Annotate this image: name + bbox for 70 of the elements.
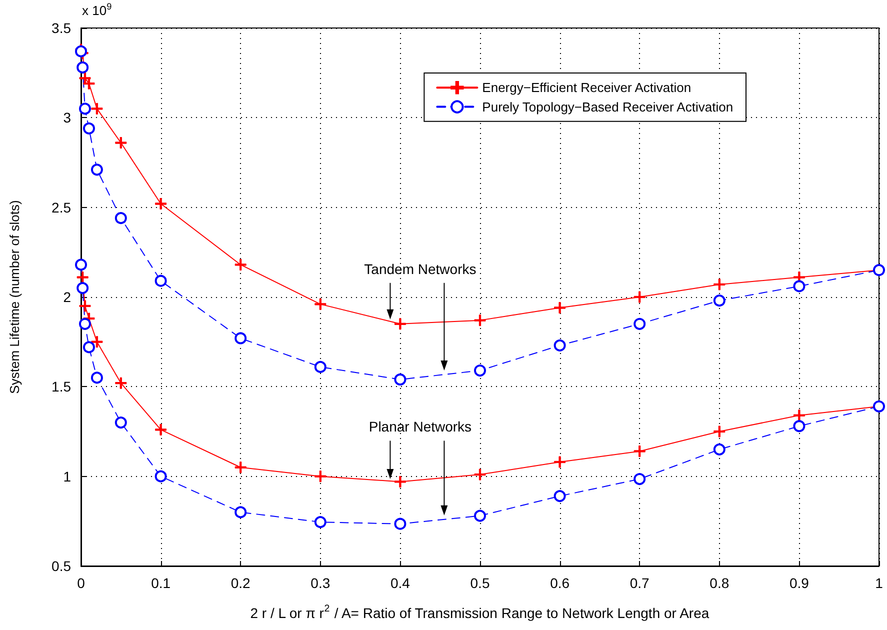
point (314, 516, 326, 528)
point (155, 198, 167, 210)
x-tick-label: 1 (875, 575, 884, 591)
point (314, 470, 326, 482)
point (394, 476, 406, 488)
x-tick-label: 0.2 (230, 575, 251, 591)
point (91, 336, 103, 348)
point (474, 510, 486, 522)
y-tick-label: 3 (63, 110, 72, 126)
point (554, 302, 566, 314)
x-tick-label: 0.9 (789, 575, 810, 591)
point (154, 470, 167, 482)
point (634, 318, 646, 330)
point (79, 318, 91, 330)
point (76, 61, 89, 74)
annotation: Planar Networks (368, 418, 472, 435)
point (474, 468, 486, 480)
point (713, 294, 726, 307)
point (79, 300, 91, 312)
point (394, 373, 406, 386)
legend-label: Purely Topology−Based Receiver Activation (482, 99, 734, 114)
point (76, 272, 88, 284)
x-tick-label: 0.3 (310, 575, 330, 591)
y-tick-label: 2 (63, 289, 72, 305)
point (114, 416, 127, 429)
point (234, 258, 246, 270)
y-tick-label: 0.5 (52, 558, 72, 574)
point (554, 339, 566, 352)
point (793, 420, 806, 432)
point (314, 360, 326, 373)
point (793, 280, 806, 292)
y-tick-label: 3.5 (52, 20, 72, 36)
point (554, 456, 566, 468)
point (114, 212, 127, 224)
point (90, 164, 103, 176)
point (474, 314, 486, 326)
point (634, 473, 646, 486)
point (154, 274, 167, 287)
x-tick-label: 0.7 (630, 575, 650, 591)
point (90, 372, 103, 384)
y-tick-label: 1 (63, 468, 72, 484)
point (76, 282, 89, 294)
x-tick-label: 0.5 (470, 575, 490, 591)
point (474, 364, 486, 377)
point (394, 518, 406, 530)
point (82, 341, 95, 354)
point (314, 298, 326, 310)
point (554, 490, 566, 502)
point (155, 424, 167, 436)
point (115, 137, 127, 149)
x-tick-label: 0 (77, 575, 86, 591)
point (91, 102, 103, 114)
x-tick-label: 0.4 (390, 575, 410, 591)
y-tick-label: 1.5 (52, 378, 72, 395)
point (793, 410, 805, 422)
point (234, 462, 246, 474)
x-tick-label: 0.1 (151, 575, 171, 591)
point (79, 102, 91, 115)
annotation: Tandem Networks (364, 260, 476, 277)
point (82, 122, 95, 134)
point (234, 332, 247, 344)
point (394, 318, 406, 330)
y-tick-label: 2.5 (52, 199, 72, 216)
x-tick-label: 0.6 (550, 575, 570, 591)
legend-label: Energy−Efficient Receiver Activation (482, 80, 692, 96)
point (634, 445, 646, 457)
x-tick-label: 0.8 (710, 575, 730, 591)
point (234, 506, 247, 518)
point (713, 443, 726, 456)
y-axis-title: System Lifetime (number of slots) (7, 200, 22, 394)
